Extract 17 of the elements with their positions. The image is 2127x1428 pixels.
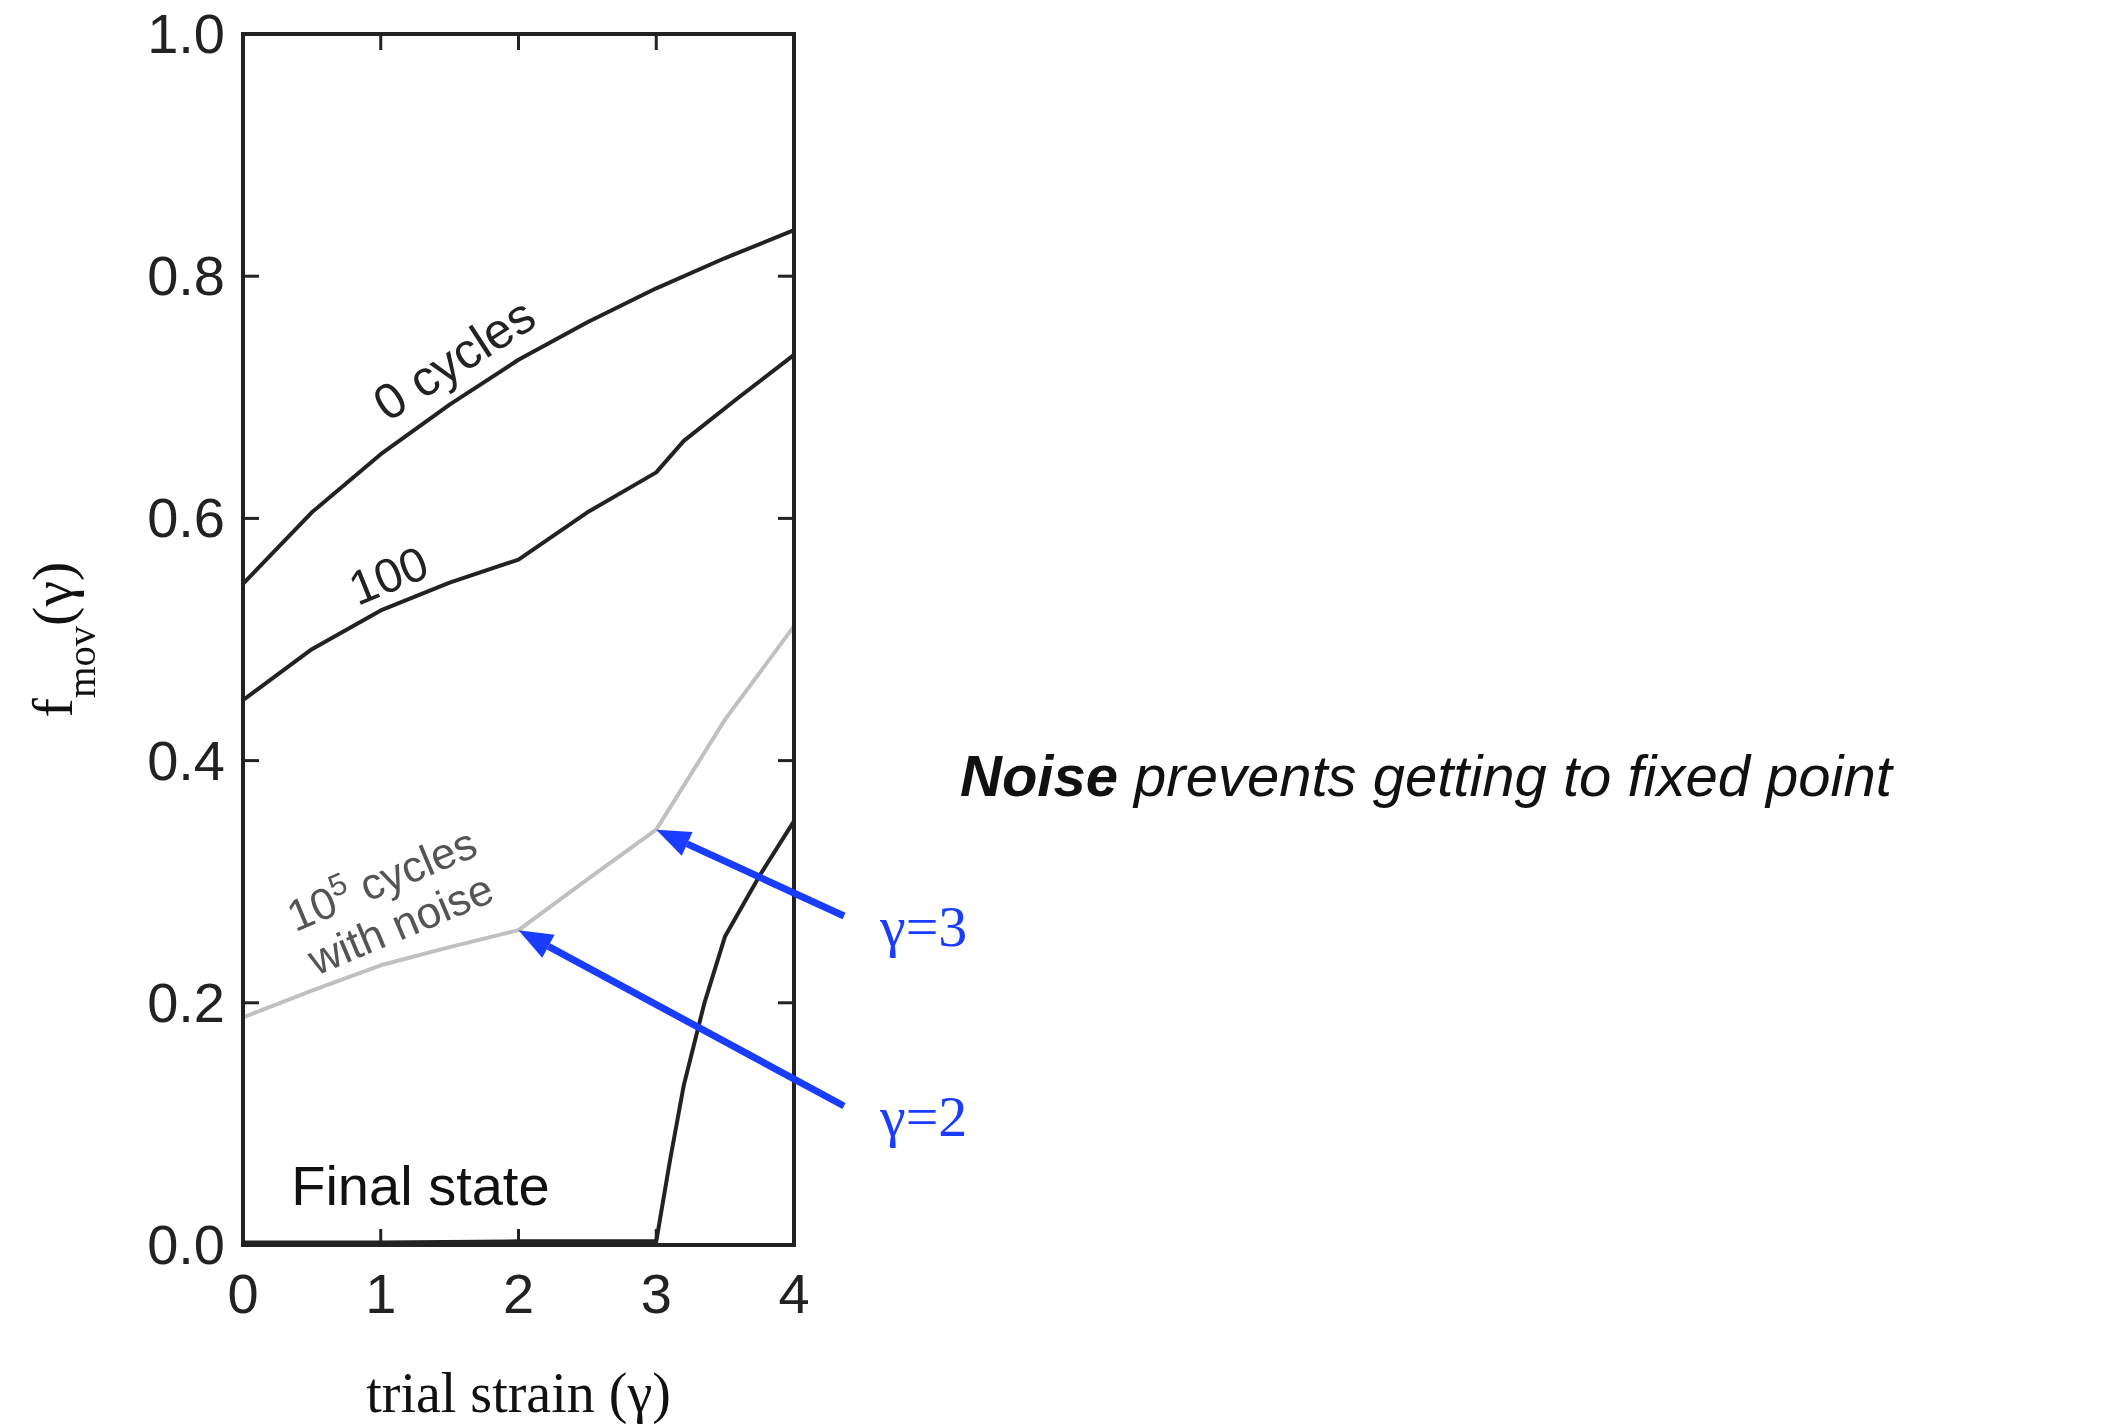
text: γ=2 [879,1084,968,1149]
annotation: Final state [291,1154,550,1217]
y-tick-label: 0.6 [147,486,225,550]
x-tick-label: 2 [502,1262,535,1325]
x-tick-label: 0 [227,1262,259,1325]
x-tick-label: 1 [365,1262,397,1325]
text: Noise prevents getting to fixed point [960,743,1895,808]
x-tick-label: 3 [640,1262,672,1325]
x-axis-title: trial strain (γ) [366,1362,671,1425]
y-tick-label: 0.2 [147,970,225,1034]
x-tick-label: 4 [778,1262,810,1325]
text: γ=3 [879,894,968,959]
y-tick-label: 0.0 [147,1213,225,1276]
text: 100 [341,535,436,616]
y-tick-label: 0.8 [147,244,225,308]
y-tick-label: 1.0 [147,2,225,65]
y-tick-label: 0.4 [147,728,225,792]
